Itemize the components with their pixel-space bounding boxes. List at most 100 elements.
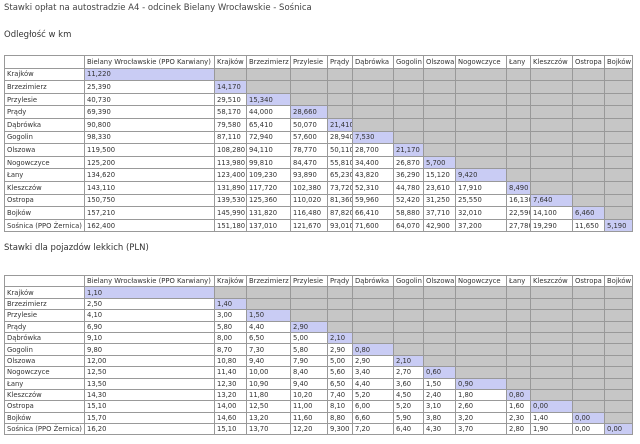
empty-cell xyxy=(572,286,605,299)
empty-cell xyxy=(604,388,633,402)
value-cell: 37,200 xyxy=(455,218,507,233)
empty-cell xyxy=(393,130,424,145)
row-label: Bojków xyxy=(4,206,85,220)
value-cell: 17,910 xyxy=(455,180,507,195)
value-cell: 22,590 xyxy=(506,206,531,220)
value-cell: 3,20 xyxy=(455,411,507,425)
row-label: Przylesie xyxy=(4,92,85,107)
value-cell: 78,770 xyxy=(290,143,328,157)
empty-cell xyxy=(604,80,633,94)
value-cell: 90,800 xyxy=(84,117,215,132)
empty-cell xyxy=(290,309,328,322)
column-header: Prądy xyxy=(327,55,353,69)
value-cell: 6,50 xyxy=(327,377,353,390)
empty-cell xyxy=(604,206,633,220)
value-cell: 12,00 xyxy=(84,354,215,368)
value-cell: 6,460 xyxy=(572,206,605,220)
value-cell: 162,400 xyxy=(84,218,215,233)
column-header: Kleszczów xyxy=(530,274,573,288)
empty-cell xyxy=(455,67,507,82)
column-header: Dąbrówka xyxy=(352,274,394,288)
empty-cell xyxy=(506,168,531,182)
empty-cell xyxy=(455,286,507,299)
value-cell: 2,70 xyxy=(393,366,424,379)
row-label: Sośnica (PPO Żernica) xyxy=(4,423,85,436)
value-cell: 9,420 xyxy=(455,168,507,182)
value-cell: 137,010 xyxy=(246,218,291,233)
empty-cell xyxy=(506,105,531,119)
header-row: Bielany Wrocławskie (PPO Karwiany) Krajkó… xyxy=(4,55,633,69)
table-row: Olszowa 119,500 108,280 94,110 78,770 50,110 2… xyxy=(4,143,633,157)
value-cell: 25,550 xyxy=(455,193,507,208)
row-label: Gogolin xyxy=(4,343,85,356)
empty-cell xyxy=(506,143,531,157)
empty-cell xyxy=(530,366,573,379)
column-header: Dąbrówka xyxy=(352,55,394,69)
empty-cell xyxy=(290,297,328,311)
empty-cell xyxy=(530,143,573,157)
value-cell: 12,50 xyxy=(84,366,215,379)
value-cell: 94,110 xyxy=(246,143,291,157)
value-cell: 21,410 xyxy=(327,117,353,132)
value-cell: 4,30 xyxy=(423,423,456,436)
value-cell: 143,110 xyxy=(84,180,215,195)
column-header: Gogolin xyxy=(393,274,424,288)
empty-cell xyxy=(423,331,456,345)
value-cell: 150,750 xyxy=(84,193,215,208)
value-cell: 79,580 xyxy=(214,117,247,132)
value-cell: 5,190 xyxy=(604,218,633,233)
value-cell: 9,10 xyxy=(84,331,215,345)
value-cell: 1,50 xyxy=(423,377,456,390)
column-header: Przylesie xyxy=(290,274,328,288)
value-cell: 0,80 xyxy=(352,343,394,356)
row-label: Prądy xyxy=(4,320,85,333)
value-cell: 3,80 xyxy=(423,411,456,425)
value-cell: 6,90 xyxy=(84,320,215,333)
value-cell: 119,500 xyxy=(84,143,215,157)
row-label: Prądy xyxy=(4,105,85,119)
empty-cell xyxy=(604,105,633,119)
table-row: Bojków 157,210 145,990 131,820 116,480 87,820… xyxy=(4,206,633,220)
value-cell: 7,30 xyxy=(246,343,291,356)
empty-cell xyxy=(327,320,353,333)
empty-cell xyxy=(572,117,605,132)
value-cell: 25,390 xyxy=(84,80,215,94)
value-cell: 109,230 xyxy=(246,168,291,182)
value-cell: 32,010 xyxy=(455,206,507,220)
empty-cell xyxy=(455,354,507,368)
empty-cell xyxy=(530,343,573,356)
value-cell: 5,00 xyxy=(327,354,353,368)
row-label: Krajków xyxy=(4,67,85,82)
empty-cell xyxy=(423,117,456,132)
table-row: Sośnica (PPO Żernica) 16,20 15,10 13,70 12,2… xyxy=(4,423,633,436)
value-cell: 5,90 xyxy=(393,411,424,425)
empty-cell xyxy=(214,286,247,299)
value-cell: 1,60 xyxy=(506,400,531,413)
distance-table: Bielany Wrocławskie (PPO Karwiany) Krajkó… xyxy=(4,55,633,233)
value-cell: 42,900 xyxy=(423,218,456,233)
empty-cell xyxy=(423,80,456,94)
value-cell: 9,300 xyxy=(327,423,353,436)
value-cell: 93,890 xyxy=(290,168,328,182)
value-cell: 12,20 xyxy=(290,423,328,436)
value-cell: 2,80 xyxy=(506,423,531,436)
value-cell: 5,80 xyxy=(214,320,247,333)
row-label: Bojków xyxy=(4,411,85,425)
empty-cell xyxy=(352,67,394,82)
value-cell: 4,40 xyxy=(352,377,394,390)
row-label: Dąbrówka xyxy=(4,331,85,345)
empty-cell xyxy=(455,331,507,345)
empty-cell xyxy=(393,309,424,322)
corner-cell xyxy=(4,55,85,69)
section-title: Stawki dla pojazdów lekkich (PLN) xyxy=(4,243,149,253)
value-cell: 9,40 xyxy=(290,377,328,390)
table-row: Przylesie 40,730 29,510 15,340 xyxy=(4,92,633,107)
value-cell: 110,020 xyxy=(290,193,328,208)
empty-cell xyxy=(572,343,605,356)
empty-cell xyxy=(572,67,605,82)
row-label: Nogowczyce xyxy=(4,155,85,170)
value-cell: 6,60 xyxy=(352,411,394,425)
column-header: Bojków xyxy=(604,55,633,69)
value-cell: 13,20 xyxy=(246,411,291,425)
